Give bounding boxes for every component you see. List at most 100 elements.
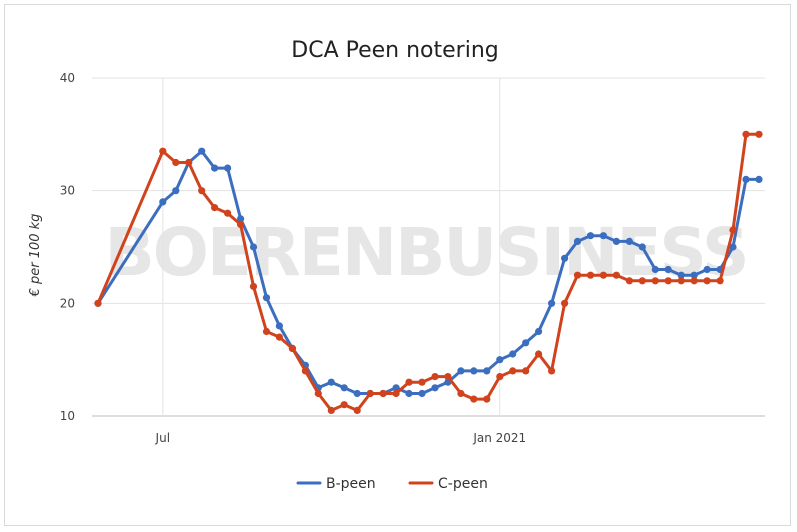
point-c-peen-19 [392, 389, 400, 398]
point-c-peen-18 [379, 389, 387, 398]
point-b-peen-10 [275, 322, 283, 330]
point-b-peen-25 [470, 367, 478, 375]
point-c-peen-26 [483, 395, 491, 403]
point-b-peen-33 [573, 237, 582, 245]
y-axis-label: € per 100 kg [28, 214, 43, 298]
point-c-peen-20 [405, 378, 413, 386]
series-layer [94, 130, 763, 414]
point-b-peen-1 [159, 198, 167, 206]
x-tick-label-1: Jan 2021 [472, 431, 526, 445]
y-tick-label-30: 30 [60, 184, 75, 198]
point-b-peen-6 [224, 164, 232, 172]
point-b-peen-9 [262, 294, 271, 302]
point-c-peen-31 [548, 367, 556, 375]
point-c-peen-5 [211, 204, 219, 212]
point-b-peen-28 [509, 350, 517, 358]
point-b-peen-34 [586, 232, 595, 240]
point-c-peen-21 [418, 378, 426, 386]
y-tick-label-40: 40 [60, 71, 75, 85]
point-c-peen-39 [651, 277, 659, 285]
point-c-peen-24 [457, 389, 465, 398]
point-c-peen-11 [288, 344, 296, 352]
point-b-peen-35 [599, 232, 608, 240]
point-b-peen-27 [496, 356, 504, 364]
point-c-peen-43 [703, 277, 711, 285]
point-c-peen-35 [599, 271, 608, 279]
point-c-peen-29 [522, 367, 530, 375]
point-b-peen-15 [340, 384, 348, 392]
point-c-peen-23 [444, 373, 452, 381]
legend: B-peen C-peen [296, 476, 488, 492]
point-c-peen-33 [573, 271, 582, 279]
point-c-peen-15 [340, 401, 348, 409]
point-b-peen-38 [638, 243, 646, 251]
point-c-peen-14 [327, 406, 335, 414]
point-b-peen-26 [483, 367, 491, 375]
point-b-peen-32 [561, 254, 569, 262]
point-c-peen-46 [742, 130, 750, 138]
point-c-peen-42 [690, 277, 698, 285]
point-c-peen-7 [237, 220, 245, 229]
point-c-peen-9 [262, 327, 271, 336]
point-c-peen-27 [496, 373, 504, 381]
chart-frame [4, 4, 791, 526]
tick-labels: 10 20 30 40 Jul Jan 2021 [60, 71, 526, 445]
point-b-peen-21 [418, 389, 426, 398]
point-c-peen-8 [249, 282, 258, 290]
point-c-peen-30 [535, 350, 543, 358]
point-b-peen-24 [457, 367, 465, 375]
point-b-peen-8 [249, 243, 258, 251]
point-b-peen-20 [405, 389, 413, 398]
point-c-peen-40 [664, 277, 672, 285]
point-c-peen-2 [172, 158, 180, 167]
legend-label-b-peen: B-peen [326, 476, 376, 492]
point-b-peen-45 [729, 243, 737, 251]
point-c-peen-32 [561, 299, 569, 307]
point-b-peen-7 [237, 215, 245, 223]
point-c-peen-36 [612, 271, 621, 279]
point-b-peen-41 [677, 271, 685, 279]
y-tick-label-20: 20 [60, 296, 75, 310]
point-b-peen-39 [651, 265, 659, 274]
point-b-peen-31 [548, 299, 556, 307]
point-c-peen-38 [638, 277, 646, 285]
point-c-peen-45 [729, 226, 737, 234]
point-c-peen-10 [275, 333, 283, 341]
point-b-peen-29 [522, 339, 530, 347]
point-c-peen-4 [198, 187, 206, 195]
point-b-peen-14 [327, 378, 335, 386]
point-c-peen-1 [159, 147, 167, 155]
point-c-peen-17 [366, 389, 374, 398]
point-b-peen-43 [703, 265, 711, 274]
point-c-peen-41 [677, 277, 685, 285]
point-c-peen-13 [314, 389, 322, 398]
point-b-peen-5 [211, 164, 219, 172]
point-b-peen-19 [392, 384, 400, 392]
point-b-peen-47 [755, 175, 763, 183]
point-c-peen-44 [716, 277, 724, 285]
point-c-peen-47 [755, 130, 763, 138]
point-b-peen-37 [625, 237, 634, 245]
legend-label-c-peen: C-peen [438, 476, 488, 492]
point-b-peen-30 [535, 327, 543, 336]
point-b-peen-16 [353, 389, 361, 398]
point-b-peen-22 [431, 384, 439, 392]
point-c-peen-3 [185, 158, 193, 167]
point-b-peen-4 [198, 147, 206, 155]
point-c-peen-28 [509, 367, 517, 375]
point-c-peen-6 [224, 209, 232, 217]
point-c-peen-37 [625, 277, 634, 285]
point-b-peen-36 [612, 237, 621, 245]
point-c-peen-25 [470, 395, 478, 403]
point-b-peen-42 [690, 271, 698, 279]
chart-title: DCA Peen notering [291, 38, 498, 63]
point-b-peen-2 [172, 187, 180, 195]
point-c-peen-12 [301, 367, 309, 375]
point-c-peen-34 [586, 271, 595, 279]
y-tick-label-10: 10 [60, 409, 75, 423]
point-c-peen-0 [94, 299, 102, 307]
point-b-peen-40 [664, 265, 672, 274]
point-c-peen-22 [431, 373, 439, 381]
x-tick-label-0: Jul [155, 431, 170, 445]
